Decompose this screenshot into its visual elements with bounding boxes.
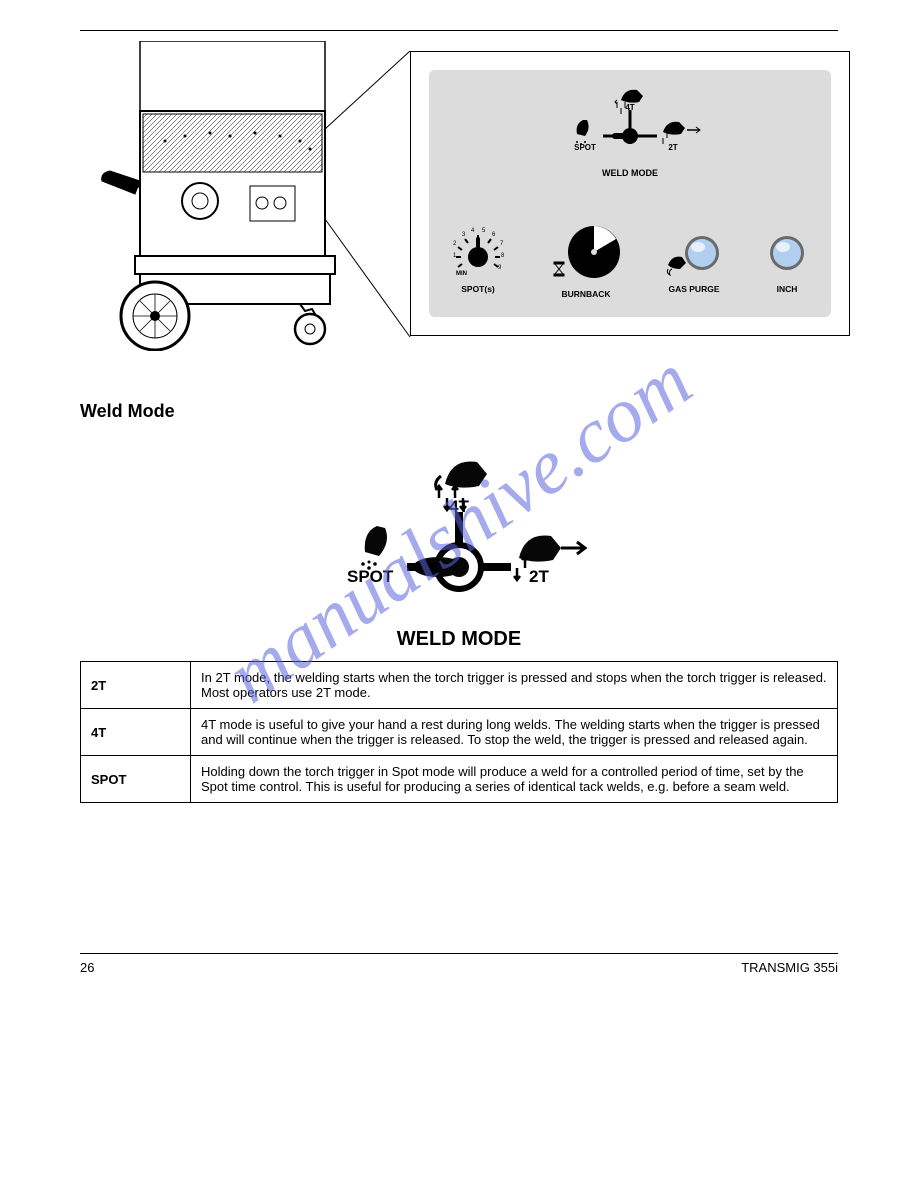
weld-mode-label-small: WELD MODE — [550, 168, 710, 178]
weld-modes-table: 2T In 2T mode, the welding starts when t… — [80, 661, 838, 803]
spot-time-dial[interactable]: MIN 1 2 3 4 5 6 7 8 9 SPOT(s) — [448, 227, 508, 294]
mode-cell: SPOT — [81, 756, 191, 803]
svg-text:8: 8 — [501, 253, 505, 259]
product-name: TRANSMIG 355i — [741, 960, 838, 975]
four-t-label-large: 4T — [449, 497, 469, 516]
two-t-label-large: 2T — [529, 567, 549, 586]
machine-drawing — [80, 41, 380, 351]
weld-mode-label-large: WELD MODE — [80, 628, 838, 651]
table-row: SPOT Holding down the torch trigger in S… — [81, 756, 838, 803]
four-t-label-small: 4T — [625, 103, 634, 112]
section-heading-weld-mode: Weld Mode — [80, 401, 838, 422]
burnback-label: BURNBACK — [546, 289, 626, 299]
control-panel-callout: 4T 2T — [410, 51, 850, 336]
svg-text:3: 3 — [462, 232, 466, 238]
hero-figure: 4T 2T — [80, 41, 838, 351]
page-number: 26 — [80, 960, 94, 975]
svg-text:4: 4 — [471, 228, 475, 234]
gas-purge-button[interactable]: GAS PURGE — [664, 227, 724, 294]
inch-label: INCH — [762, 284, 812, 294]
desc-cell: 4T mode is useful to give your hand a re… — [191, 709, 838, 756]
svg-text:MIN: MIN — [456, 271, 467, 277]
mode-cell: 4T — [81, 709, 191, 756]
svg-text:2: 2 — [453, 241, 457, 247]
two-t-label-small: 2T — [668, 143, 677, 152]
burnback-knob[interactable]: BURNBACK — [546, 222, 626, 299]
bottom-horizontal-rule — [80, 953, 838, 954]
top-horizontal-rule — [80, 30, 838, 31]
svg-text:9: 9 — [498, 265, 502, 271]
table-row: 4T 4T mode is useful to give your hand a… — [81, 709, 838, 756]
spot-label-small: SPOT — [574, 143, 596, 152]
weld-mode-selector-small: 4T 2T — [550, 80, 710, 178]
inch-button[interactable]: INCH — [762, 227, 812, 294]
svg-text:7: 7 — [500, 241, 504, 247]
weld-mode-selector-large: 4T 2T SPOT WELD MODE — [80, 442, 838, 651]
spot-label-large: SPOT — [347, 567, 394, 586]
svg-text:6: 6 — [492, 232, 496, 238]
spot-dial-label: SPOT(s) — [448, 284, 508, 294]
svg-text:5: 5 — [482, 228, 486, 234]
gas-purge-label: GAS PURGE — [664, 284, 724, 294]
page-footer: 26 TRANSMIG 355i — [80, 953, 838, 975]
desc-cell: In 2T mode, the welding starts when the … — [191, 662, 838, 709]
table-row: 2T In 2T mode, the welding starts when t… — [81, 662, 838, 709]
desc-cell: Holding down the torch trigger in Spot m… — [191, 756, 838, 803]
mode-cell: 2T — [81, 662, 191, 709]
